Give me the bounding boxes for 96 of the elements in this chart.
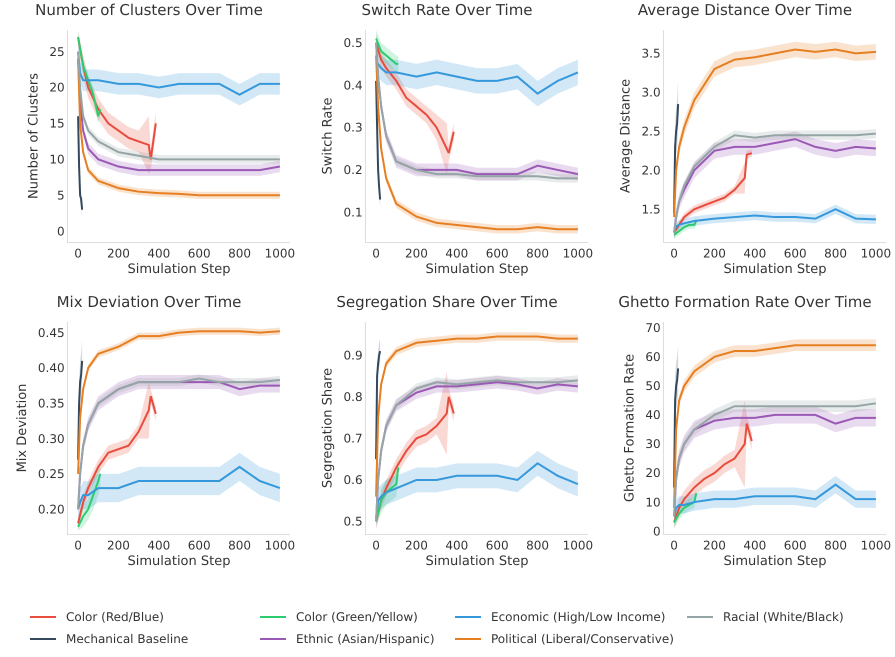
x-tick-label: 400 bbox=[445, 246, 468, 260]
y-tick-label: 0.5 bbox=[344, 514, 363, 529]
x-axis-title: Simulation Step bbox=[724, 554, 826, 569]
legend-label: Color (Red/Blue) bbox=[66, 610, 164, 624]
x-tick-label: 800 bbox=[526, 246, 550, 260]
legend-label: Racial (White/Black) bbox=[723, 610, 844, 624]
y-tick-label: 0.7 bbox=[344, 432, 363, 446]
x-tick-label: 0 bbox=[670, 246, 678, 260]
x-tick-label: 1000 bbox=[562, 538, 594, 552]
x-tick-label: 200 bbox=[702, 246, 726, 260]
x-axis-title: Simulation Step bbox=[128, 262, 230, 277]
y-tick-label: 25 bbox=[49, 44, 65, 59]
x-axis-title: Simulation Step bbox=[724, 262, 826, 277]
y-tick-label: 10 bbox=[49, 152, 65, 167]
y-tick-label: 40 bbox=[645, 408, 661, 422]
x-tick-label: 200 bbox=[702, 538, 726, 552]
y-axis-title: Mix Deviation bbox=[14, 384, 30, 472]
x-tick-label: 200 bbox=[404, 538, 428, 552]
y-tick-label: 15 bbox=[49, 116, 65, 131]
chart-title: Average Distance Over Time bbox=[638, 0, 852, 19]
y-tick-label: 0.8 bbox=[344, 390, 363, 404]
x-tick-label: 400 bbox=[743, 538, 766, 552]
y-tick-label: 3.0 bbox=[642, 86, 661, 100]
legend-label: Mechanical Baseline bbox=[66, 632, 188, 646]
x-tick-label: 400 bbox=[147, 538, 170, 552]
x-axis-title: Simulation Step bbox=[128, 554, 230, 569]
x-tick-label: 800 bbox=[824, 538, 848, 552]
chart-title: Number of Clusters Over Time bbox=[35, 0, 263, 19]
x-tick-label: 600 bbox=[188, 538, 211, 552]
y-tick-label: 0.30 bbox=[38, 432, 65, 446]
x-tick-label: 200 bbox=[404, 246, 428, 260]
y-tick-label: 0.3 bbox=[344, 120, 363, 135]
x-tick-label: 1000 bbox=[860, 538, 892, 552]
y-tick-label: 2.0 bbox=[642, 163, 661, 178]
x-tick-label: 800 bbox=[526, 538, 550, 552]
x-tick-label: 0 bbox=[372, 538, 380, 552]
y-tick-label: 0.25 bbox=[38, 467, 65, 482]
chart-title: Mix Deviation Over Time bbox=[56, 292, 242, 311]
x-tick-label: 600 bbox=[188, 246, 211, 260]
y-tick-label: 10 bbox=[645, 495, 661, 510]
chart-title: Ghetto Formation Rate Over Time bbox=[618, 292, 872, 311]
legend-label: Political (Liberal/Conservative) bbox=[491, 632, 674, 646]
x-tick-label: 600 bbox=[784, 538, 807, 552]
y-tick-label: 0.20 bbox=[38, 502, 65, 516]
y-tick-label: 0.9 bbox=[344, 348, 363, 362]
legend-label: Economic (High/Low Income) bbox=[491, 610, 666, 624]
y-tick-label: 0.45 bbox=[38, 326, 65, 340]
x-tick-label: 1000 bbox=[562, 246, 594, 260]
y-tick-label: 0 bbox=[652, 524, 661, 538]
x-tick-label: 600 bbox=[784, 246, 807, 260]
y-tick-label: 0.6 bbox=[344, 473, 363, 488]
y-tick-label: 0.4 bbox=[344, 78, 363, 92]
y-tick-label: 70 bbox=[645, 321, 661, 336]
x-tick-label: 1000 bbox=[860, 246, 892, 260]
x-tick-label: 600 bbox=[486, 246, 509, 260]
x-tick-label: 1000 bbox=[264, 538, 296, 552]
x-tick-label: 200 bbox=[106, 538, 130, 552]
x-tick-label: 1000 bbox=[264, 246, 296, 260]
y-axis-title: Switch Rate bbox=[320, 98, 336, 174]
x-tick-label: 800 bbox=[228, 246, 252, 260]
chart-title: Switch Rate Over Time bbox=[361, 0, 533, 19]
y-axis-title: Number of Clusters bbox=[26, 72, 42, 199]
y-axis-title: Segregation Share bbox=[320, 368, 336, 488]
y-tick-label: 20 bbox=[49, 80, 65, 95]
y-tick-label: 2.5 bbox=[642, 124, 661, 139]
x-tick-label: 0 bbox=[74, 246, 82, 260]
x-tick-label: 800 bbox=[824, 246, 848, 260]
y-tick-label: 0.5 bbox=[344, 36, 363, 50]
x-tick-label: 400 bbox=[445, 538, 468, 552]
legend-label: Color (Green/Yellow) bbox=[296, 610, 418, 624]
x-tick-label: 0 bbox=[74, 538, 82, 552]
x-tick-label: 600 bbox=[486, 538, 509, 552]
y-tick-label: 0.35 bbox=[38, 396, 65, 410]
x-axis-title: Simulation Step bbox=[426, 554, 528, 569]
y-tick-label: 0 bbox=[56, 224, 65, 238]
y-tick-label: 50 bbox=[645, 379, 661, 394]
y-tick-label: 1.5 bbox=[642, 202, 661, 216]
y-tick-label: 0.1 bbox=[344, 206, 363, 220]
x-axis-title: Simulation Step bbox=[426, 262, 528, 277]
y-tick-label: 0.2 bbox=[344, 163, 363, 178]
legend-label: Ethnic (Asian/Hispanic) bbox=[296, 632, 435, 646]
x-tick-label: 800 bbox=[228, 538, 252, 552]
y-tick-label: 30 bbox=[645, 437, 661, 452]
y-axis-title: Average Distance bbox=[618, 78, 634, 194]
x-tick-label: 0 bbox=[670, 538, 678, 552]
y-tick-label: 5 bbox=[56, 188, 65, 202]
chart-title: Segregation Share Over Time bbox=[336, 292, 558, 311]
y-axis-title: Ghetto Formation Rate bbox=[622, 354, 638, 502]
y-tick-label: 0.40 bbox=[38, 361, 65, 376]
x-tick-label: 200 bbox=[106, 246, 130, 260]
y-tick-label: 60 bbox=[645, 350, 661, 364]
x-tick-label: 400 bbox=[147, 246, 170, 260]
x-tick-label: 0 bbox=[372, 246, 380, 260]
x-tick-label: 400 bbox=[743, 246, 766, 260]
y-tick-label: 20 bbox=[645, 466, 661, 480]
y-tick-label: 3.5 bbox=[642, 46, 661, 61]
